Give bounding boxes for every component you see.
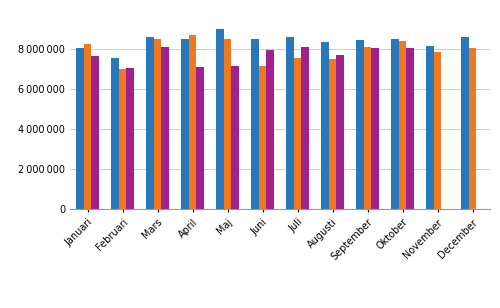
Bar <box>391 39 398 209</box>
Bar <box>126 68 134 209</box>
Bar <box>286 37 294 209</box>
Bar <box>328 59 336 209</box>
Bar <box>251 39 258 209</box>
Bar <box>181 39 188 209</box>
Bar <box>188 35 196 209</box>
Bar <box>258 66 266 209</box>
Bar <box>266 50 274 209</box>
Bar <box>196 67 204 209</box>
Bar <box>118 69 126 209</box>
Bar <box>372 48 379 209</box>
Bar <box>336 55 344 209</box>
Bar <box>154 39 162 209</box>
Bar <box>461 37 468 209</box>
Bar <box>426 46 434 209</box>
Bar <box>294 58 302 209</box>
Bar <box>162 47 169 209</box>
Bar <box>76 48 84 209</box>
Bar <box>84 44 92 209</box>
Bar <box>356 40 364 209</box>
Bar <box>224 39 232 209</box>
Bar <box>406 48 414 209</box>
Bar <box>232 66 239 209</box>
Bar <box>302 47 309 209</box>
Bar <box>321 42 328 209</box>
Bar <box>92 56 99 209</box>
Bar <box>434 52 442 209</box>
Bar <box>398 41 406 209</box>
Bar <box>111 58 118 209</box>
Bar <box>146 37 154 209</box>
Bar <box>468 48 476 209</box>
Bar <box>216 29 224 209</box>
Bar <box>364 47 372 209</box>
